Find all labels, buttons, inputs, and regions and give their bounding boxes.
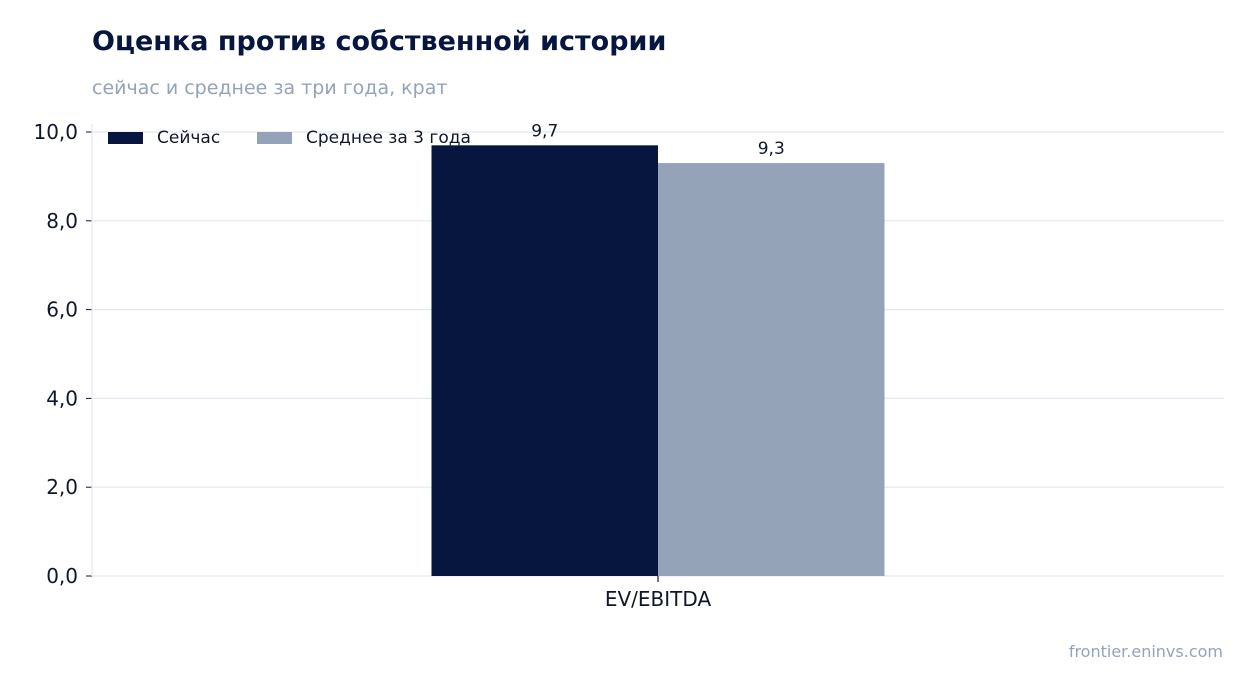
chart-subtitle: сейчас и среднее за три года, крат (92, 77, 448, 99)
chart-title: Оценка против собственной истории (92, 26, 667, 57)
y-tick-label: 0,0 (46, 564, 78, 588)
axes: 0,0 2,0 4,0 6,0 8,0 10,0 EV/EBITDA (33, 120, 711, 611)
data-label: 9,3 (758, 139, 785, 159)
source-credit: frontier.eninvs.com (1068, 642, 1223, 661)
legend-swatch (108, 132, 143, 144)
x-tick-label: EV/EBITDA (605, 587, 712, 611)
y-tick-label: 4,0 (46, 386, 78, 410)
bar-current (431, 145, 658, 576)
legend-label: Сейчас (157, 128, 220, 148)
y-tick-label: 8,0 (46, 209, 78, 233)
data-label: 9,7 (531, 121, 558, 141)
y-tick-label: 2,0 (46, 475, 78, 499)
bar-avg-3y (658, 163, 885, 576)
y-tick-label: 10,0 (33, 120, 78, 144)
legend: Сейчас Среднее за 3 года (108, 128, 471, 148)
legend-label: Среднее за 3 года (306, 128, 471, 148)
data-labels: 9,7 9,3 (531, 121, 785, 159)
y-tick-label: 6,0 (46, 298, 78, 322)
legend-swatch (257, 132, 292, 144)
bars (431, 145, 885, 576)
